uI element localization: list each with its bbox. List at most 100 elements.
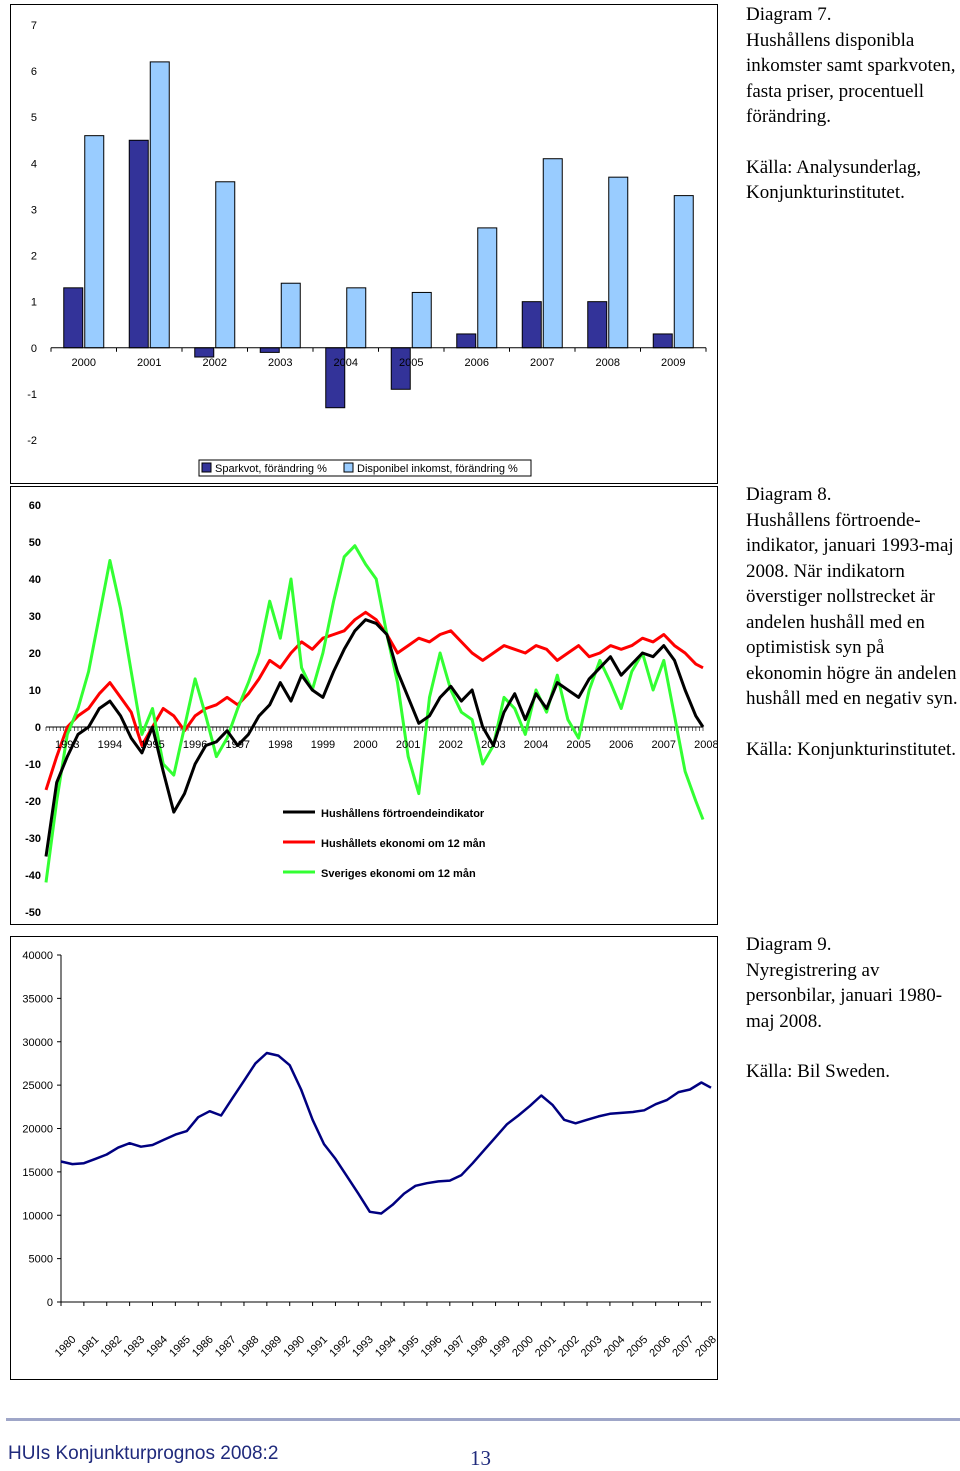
y-tick-label: -40 bbox=[25, 870, 41, 882]
caption-diagram-7: Diagram 7. Hushållens disponibla inkomst… bbox=[746, 2, 958, 206]
bar-savings-rate bbox=[652, 333, 673, 349]
line-swedish-economy bbox=[44, 544, 705, 883]
x-tick-label: 1985 bbox=[167, 1334, 193, 1360]
x-tick-label: 1994 bbox=[98, 739, 122, 751]
x-tick-label: 2004 bbox=[334, 357, 358, 369]
x-tick-label: 2004 bbox=[524, 739, 548, 751]
bar-savings-rate bbox=[63, 287, 84, 349]
line-new-car-registrations bbox=[60, 1051, 712, 1215]
caption-source: Källa: Analysunderlag, Konjunkturinstitu… bbox=[746, 156, 922, 204]
bar-disposable-income bbox=[346, 287, 367, 349]
y-tick-label: 20 bbox=[29, 648, 41, 660]
bar-disposable-income bbox=[84, 135, 105, 349]
x-tick-label: 2003 bbox=[481, 739, 505, 751]
x-tick-label: 2003 bbox=[579, 1334, 605, 1360]
x-tick-label: 2000 bbox=[72, 357, 96, 369]
x-tick-label: 1996 bbox=[419, 1334, 445, 1360]
y-tick-label: -30 bbox=[25, 833, 41, 845]
bar-savings-rate bbox=[128, 139, 149, 349]
chart-diagram-7: 7 6 5 4 3 2 1 0 -1 -2 2000 2001 2002 2003 2004 2005 2006… bbox=[10, 4, 718, 484]
page-number: 13 bbox=[470, 1446, 491, 1470]
x-tick-label: 1981 bbox=[76, 1334, 102, 1360]
y-tick-label: 10000 bbox=[22, 1210, 53, 1222]
caption-text: Hushållens förtroende-indikator, januari… bbox=[746, 509, 958, 710]
x-tick-label: 2007 bbox=[670, 1334, 696, 1360]
legend-label: Hushållens förtroendeindikator bbox=[321, 808, 485, 820]
chart-diagram-8: 60 50 40 30 20 10 0 -10 -20 -30 -40 -50 1993 1994 1995… bbox=[10, 486, 718, 925]
x-tick-label: 2003 bbox=[268, 357, 292, 369]
x-tick-label: 2000 bbox=[510, 1334, 536, 1360]
y-tick-label: 40000 bbox=[22, 950, 53, 962]
x-tick-label: 2005 bbox=[566, 739, 590, 751]
x-tick-label: 1988 bbox=[236, 1334, 262, 1360]
x-tick-label: 2002 bbox=[556, 1334, 582, 1360]
x-tick-label: 2006 bbox=[465, 357, 489, 369]
x-tick-label: 1995 bbox=[140, 739, 164, 751]
x-tick-label: 1990 bbox=[281, 1334, 307, 1360]
bar-savings-rate bbox=[259, 347, 280, 353]
line-chart-car-registrations: 40000 35000 30000 25000 20000 15000 10000 5000 0… bbox=[22, 950, 717, 1360]
y-tick-label: -10 bbox=[25, 759, 41, 771]
bar-disposable-income bbox=[411, 291, 432, 349]
x-tick-label: 2001 bbox=[137, 357, 161, 369]
y-tick-label: -1 bbox=[27, 389, 37, 401]
y-tick-label: 10 bbox=[29, 685, 41, 697]
legend-label: Sveriges ekonomi om 12 mån bbox=[321, 868, 476, 880]
x-tick-label: 1992 bbox=[327, 1334, 353, 1360]
caption-title: Diagram 9. bbox=[746, 934, 832, 955]
x-tick-label: 2005 bbox=[399, 357, 423, 369]
y-tick-label: -2 bbox=[27, 435, 37, 447]
x-tick-label: 1993 bbox=[350, 1334, 376, 1360]
x-tick-label: 2005 bbox=[625, 1334, 651, 1360]
x-tick-label: 2006 bbox=[647, 1334, 673, 1360]
x-tick-label: 1999 bbox=[487, 1334, 513, 1360]
x-tick-label: 2008 bbox=[693, 1334, 717, 1360]
x-tick-label: 2007 bbox=[530, 357, 554, 369]
x-tick-label: 1994 bbox=[373, 1334, 399, 1360]
y-tick-label: 30000 bbox=[22, 1037, 53, 1049]
bar-savings-rate bbox=[587, 301, 608, 349]
x-tick-label: 1982 bbox=[99, 1334, 125, 1360]
y-tick-label: 7 bbox=[31, 20, 37, 32]
x-tick-label: 1983 bbox=[121, 1334, 147, 1360]
footer-divider bbox=[6, 1418, 960, 1421]
line-chart-confidence-indicator: 60 50 40 30 20 10 0 -10 -20 -30 -40 -50 1993 1994 1995… bbox=[25, 500, 717, 919]
x-tick-label: 1991 bbox=[304, 1334, 330, 1360]
x-tick-label: 2009 bbox=[661, 357, 685, 369]
bar-chart-income-savings: 7 6 5 4 3 2 1 0 -1 -2 2000 2001 2002 2003 2004 2005 2006… bbox=[27, 20, 707, 477]
y-tick-label: 35000 bbox=[22, 993, 53, 1005]
line-household-economy bbox=[44, 610, 704, 791]
bar-disposable-income bbox=[280, 282, 301, 349]
caption-diagram-9: Diagram 9. Nyregistrering av personbilar… bbox=[746, 932, 958, 1085]
x-tick-label: 1995 bbox=[396, 1334, 422, 1360]
y-tick-label: 50 bbox=[29, 537, 41, 549]
bar-disposable-income bbox=[673, 195, 694, 349]
caption-title: Diagram 8. bbox=[746, 484, 832, 505]
chart-diagram-9: 40000 35000 30000 25000 20000 15000 10000 5000 0… bbox=[10, 936, 718, 1380]
x-tick-label: 2002 bbox=[203, 357, 227, 369]
y-tick-label: 5000 bbox=[29, 1254, 53, 1266]
x-tick-label: 2004 bbox=[602, 1334, 628, 1360]
chart-legend: Sparkvot, förändring % Disponibel inkomst… bbox=[198, 459, 532, 477]
x-tick-label: 2002 bbox=[439, 739, 463, 751]
x-tick-label: 2000 bbox=[353, 739, 377, 751]
bar-disposable-income bbox=[477, 227, 498, 349]
bar-savings-rate bbox=[521, 301, 542, 349]
y-tick-label: 0 bbox=[47, 1297, 53, 1309]
x-tick-label: 1996 bbox=[183, 739, 207, 751]
y-tick-label: 0 bbox=[35, 722, 41, 734]
y-tick-label: 15000 bbox=[22, 1167, 53, 1179]
caption-title: Diagram 7. bbox=[746, 4, 832, 25]
caption-source: Källa: Bil Sweden. bbox=[746, 1061, 891, 1082]
x-tick-label: 2006 bbox=[609, 739, 633, 751]
legend-frame bbox=[198, 459, 532, 477]
x-tick-label: 1980 bbox=[53, 1334, 79, 1360]
caption-source: Källa: Konjunkturinstitutet. bbox=[746, 738, 957, 760]
y-tick-label: 5 bbox=[31, 112, 37, 124]
y-tick-label: 3 bbox=[31, 204, 37, 216]
chart-legend: Hushållens förtroendeindikator Hushållets… bbox=[283, 808, 486, 880]
x-tick-label: 1987 bbox=[213, 1334, 239, 1360]
legend-swatch-savings bbox=[201, 462, 212, 473]
y-tick-label: 25000 bbox=[22, 1080, 53, 1092]
footer-title: HUIs Konjunkturprognos 2008:2 bbox=[8, 1443, 279, 1464]
